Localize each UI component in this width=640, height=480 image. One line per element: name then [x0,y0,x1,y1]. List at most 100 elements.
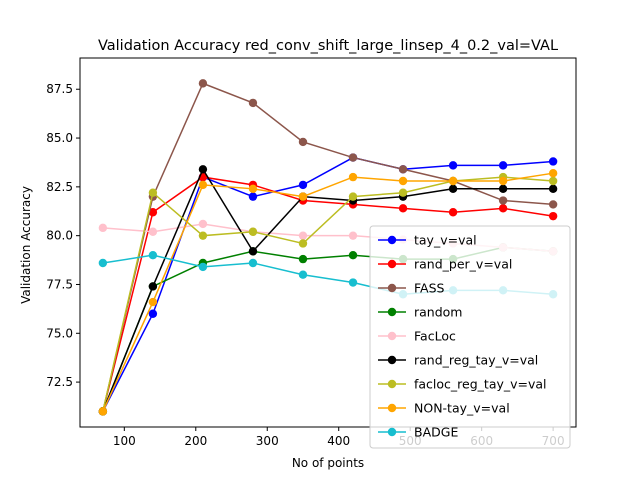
legend-marker [387,307,397,317]
legend-label: facloc_reg_tay_v=val [414,377,547,392]
data-point [198,219,208,229]
data-point [148,188,158,197]
data-point [398,204,408,213]
y-tick-label: 72.5 [46,375,73,389]
data-point [548,211,558,221]
legend-item: rand_per_v=val [378,257,512,272]
data-point [248,247,258,256]
y-tick-label: 77.5 [46,277,73,291]
data-point [548,200,558,209]
data-point [498,184,508,194]
y-tick-label: 82.5 [46,180,73,194]
series-line [102,172,554,412]
data-point [448,176,458,186]
data-point [248,192,258,201]
legend-item: facloc_reg_tay_v=val [378,377,547,392]
data-point [148,227,158,236]
data-point [548,168,558,178]
data-point [298,254,308,264]
data-point [298,137,308,147]
data-point [148,282,158,291]
data-point [548,184,558,194]
data-point [148,250,158,260]
series-line [102,176,554,412]
data-point [198,180,208,190]
data-point [248,184,258,194]
x-tick-label: 200 [184,434,207,448]
data-point [98,258,108,268]
legend-box [369,225,571,449]
y-axis-label: Validation Accuracy [19,186,33,304]
plot-frame [79,57,577,428]
data-point [448,161,458,170]
data-point [348,231,358,240]
x-axis-label: No of points [292,456,364,470]
data-point [298,239,308,248]
data-point [498,176,508,186]
legend-marker [387,259,397,269]
data-point [198,165,208,174]
data-point [548,157,558,166]
legend-marker [387,235,397,245]
data-point [298,180,308,190]
data-point [248,98,258,108]
chart-title: Validation Accuracy red_conv_shift_large… [98,38,558,54]
data-point [498,161,508,170]
series-line [102,167,554,412]
data-point [148,309,158,318]
data-point [398,188,408,197]
data-point [448,208,458,217]
legend-marker [387,283,397,293]
legend-marker [387,403,397,413]
legend-label: random [414,305,462,320]
data-point [498,196,508,205]
x-tick-label: 100 [113,434,136,448]
legend-marker [387,331,397,341]
legend-marker [387,355,397,365]
data-point [98,407,108,416]
y-tick-label: 75.0 [46,326,73,340]
data-point [298,192,308,201]
legend-label: FASS [414,281,445,296]
data-point [198,231,208,240]
data-point [348,192,358,201]
legend-item: FASS [378,281,445,296]
series-line [102,82,554,412]
data-point [248,227,258,236]
data-point [348,153,358,162]
data-point [398,176,408,186]
series-line [102,156,554,412]
data-point [298,270,308,279]
data-point [98,223,108,233]
legend-item: BADGE [378,425,458,440]
data-point [348,278,358,287]
legend-label: FacLoc [414,329,456,344]
legend-label: rand_reg_tay_v=val [414,353,538,368]
data-point [398,165,408,174]
data-point [148,208,158,217]
legend-item: random [378,305,462,320]
legend: tay_v=val rand_per_v=val FASS random FacLoc r… [369,225,571,449]
data-point [348,172,358,182]
data-point [348,250,358,260]
legend-label: rand_per_v=val [414,257,512,272]
data-point [498,204,508,213]
x-tick-label: 400 [327,434,350,448]
data-point [298,231,308,240]
legend-marker [387,379,397,389]
data-point [148,297,158,307]
x-tick-label: 300 [256,434,279,448]
data-point [198,262,208,272]
legend-item: NON-tay_v=val [378,401,510,416]
series-line [102,176,554,412]
data-point [198,79,208,88]
data-point [548,176,558,186]
series-7 [98,168,558,416]
legend-marker [387,427,397,437]
y-tick-label: 87.5 [46,82,73,96]
legend-item: rand_reg_tay_v=val [378,353,538,368]
legend-item: FacLoc [378,329,456,344]
legend-item: tay_v=val [378,233,477,248]
legend-label: NON-tay_v=val [414,401,510,416]
